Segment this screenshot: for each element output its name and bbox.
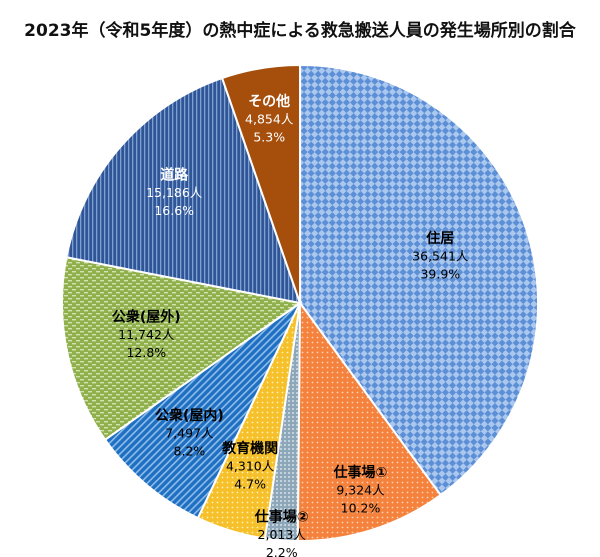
slice-label-name: 仕事場② bbox=[254, 509, 309, 526]
slice-label-name: 公衆(屋外) bbox=[112, 309, 181, 326]
slice-label-count: 36,541人 bbox=[412, 249, 469, 264]
slice-label-count: 15,186人 bbox=[146, 185, 203, 200]
slice-label-percent: 4.7% bbox=[234, 476, 266, 491]
slice-label-name: 住居 bbox=[426, 230, 454, 247]
slice-label-name: 公衆(屋内) bbox=[155, 407, 224, 424]
slice-label-percent: 10.2% bbox=[341, 501, 381, 516]
pie-slice bbox=[61, 256, 303, 442]
slice-label-count: 7,497人 bbox=[165, 425, 214, 440]
slice-label-count: 11,742人 bbox=[118, 327, 175, 342]
slice-label-percent: 5.3% bbox=[253, 129, 285, 144]
chart-title: 2023年（令和5年度）の熱中症による救急搬送人員の発生場所別の割合 bbox=[24, 21, 576, 41]
slice-label-count: 2,013人 bbox=[258, 527, 307, 542]
slice-label-count: 9,324人 bbox=[336, 483, 385, 498]
pie-slice bbox=[220, 63, 301, 304]
slice-label-percent: 16.6% bbox=[154, 203, 194, 218]
pie-slices bbox=[61, 63, 539, 542]
slice-label-percent: 8.2% bbox=[174, 443, 206, 458]
slice-label-name: 仕事場① bbox=[333, 464, 388, 481]
pie-slice bbox=[103, 300, 303, 520]
slice-label-percent: 2.2% bbox=[266, 545, 298, 557]
slice-label-name: その他 bbox=[248, 93, 290, 110]
slice-label-name: 道路 bbox=[160, 167, 189, 184]
pie-slice bbox=[299, 63, 539, 497]
slice-label-count: 4,854人 bbox=[245, 111, 294, 126]
pie-slice bbox=[65, 76, 302, 305]
pie-slice bbox=[296, 299, 443, 542]
slice-label-name: 教育機関 bbox=[222, 440, 278, 457]
slice-label-percent: 12.8% bbox=[126, 345, 166, 360]
slice-label-count: 4,310人 bbox=[226, 458, 275, 473]
slice-label-percent: 39.9% bbox=[420, 267, 460, 282]
